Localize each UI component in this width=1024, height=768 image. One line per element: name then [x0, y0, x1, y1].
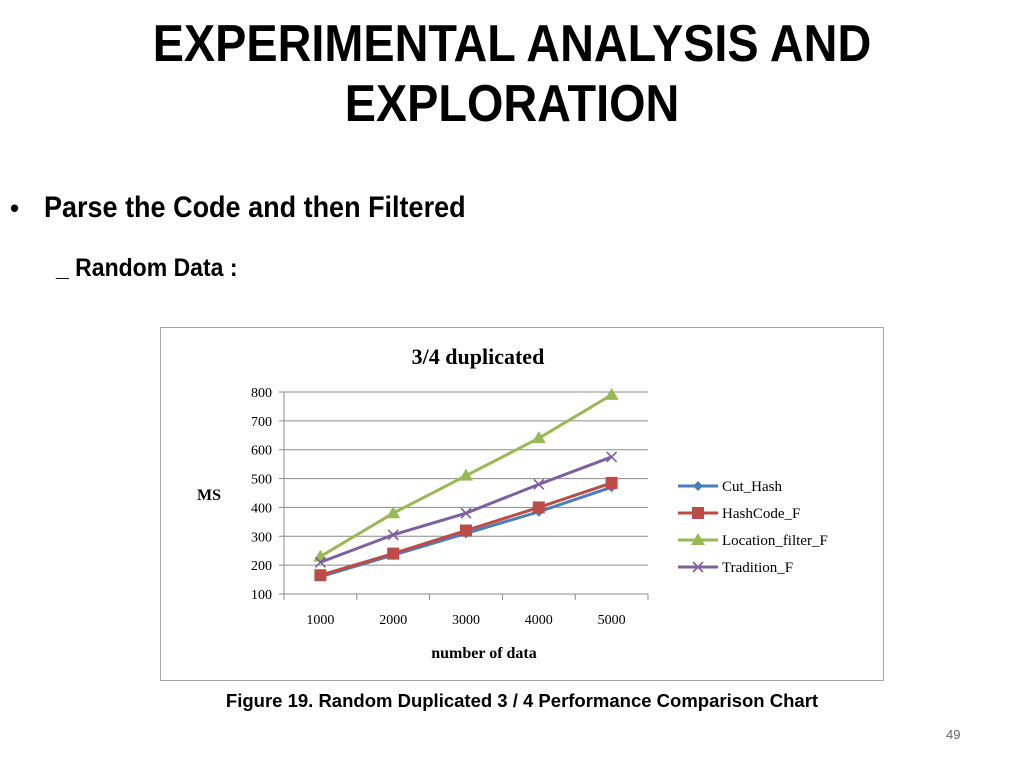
x-axis-label: number of data	[431, 645, 537, 662]
data-point	[386, 506, 401, 519]
y-tick-label: 800	[251, 386, 272, 401]
data-point	[387, 529, 399, 541]
legend-marker	[692, 561, 704, 573]
data-point	[531, 431, 546, 444]
slide-title-line-1: EXPERIMENTAL ANALYSIS AND	[152, 15, 872, 73]
legend-marker	[693, 481, 703, 491]
y-tick-label: 400	[251, 501, 272, 516]
data-point	[532, 501, 545, 514]
bullet-text: Parse the Code and then Filtered	[44, 191, 466, 224]
legend-marker	[692, 507, 704, 519]
x-tick-label: 3000	[452, 613, 480, 628]
slide-title: EXPERIMENTAL ANALYSIS AND EXPLORATION	[51, 14, 973, 134]
page-number: 49	[946, 727, 961, 742]
chart-frame: 3/4 duplicated 100 200 300 400 500 600 700 800 10…	[160, 327, 884, 681]
legend-label: Cut_Hash	[722, 479, 783, 495]
x-tick-label: 2000	[379, 613, 407, 628]
y-tick-label: 200	[251, 559, 272, 574]
chart-title: 3/4 duplicated	[412, 344, 545, 369]
legend-label: Tradition_F	[722, 560, 793, 576]
line-chart: 3/4 duplicated 100 200 300 400 500 600 700 800 10…	[197, 344, 828, 662]
legend-label: HashCode_F	[722, 506, 800, 522]
y-tick-label: 100	[251, 588, 272, 603]
data-point	[459, 468, 473, 481]
data-point	[533, 478, 545, 490]
x-tick-label: 5000	[598, 613, 626, 628]
figure-caption: Figure 19. Random Duplicated 3 / 4 Perfo…	[225, 690, 819, 711]
slide-title-line-2: EXPLORATION	[344, 75, 680, 133]
y-axis-label: MS	[197, 487, 221, 504]
legend-marker	[691, 533, 705, 545]
sub-bullet-text: _ Random Data :	[56, 254, 238, 282]
data-point	[606, 451, 618, 463]
y-tick-label: 700	[251, 415, 272, 430]
x-tick-label: 4000	[525, 613, 553, 628]
data-point	[387, 547, 400, 560]
y-tick-label: 300	[251, 530, 272, 545]
bullet-dot-icon: •	[10, 192, 20, 223]
data-point	[605, 476, 618, 489]
legend-label: Location_filter_F	[722, 533, 828, 549]
data-point	[314, 556, 326, 568]
y-tick-label: 600	[251, 444, 272, 459]
data-point	[460, 507, 472, 519]
y-tick-label: 500	[251, 473, 272, 488]
bullet-item: • Parse the Code and then Filtered	[10, 191, 512, 225]
data-point	[460, 524, 472, 537]
data-point	[314, 569, 327, 582]
data-point	[604, 387, 619, 400]
x-tick-label: 1000	[306, 613, 334, 628]
